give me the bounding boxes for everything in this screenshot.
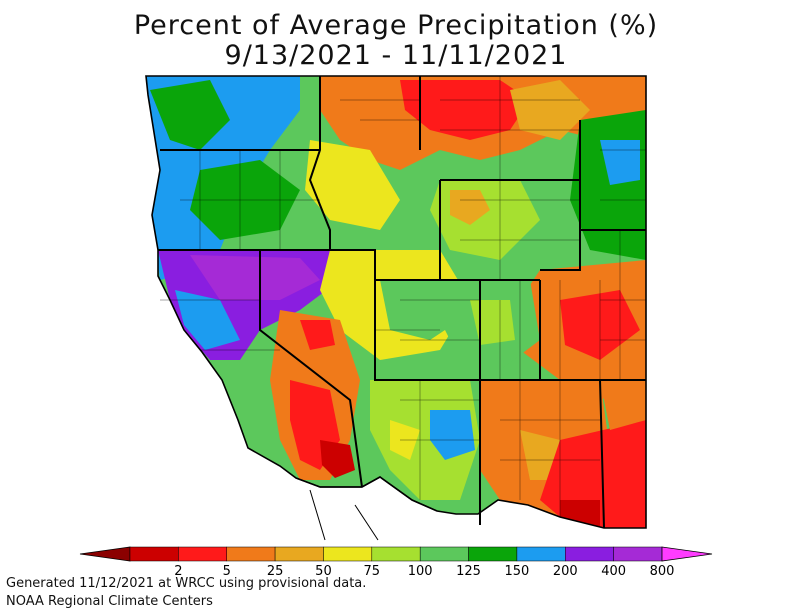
legend-bin-1 bbox=[129, 546, 179, 562]
color-legend bbox=[79, 546, 713, 562]
legend-bin-10 bbox=[565, 546, 614, 562]
legend-label-5: 100 bbox=[408, 564, 433, 579]
map-date-range: 9/13/2021 - 11/11/2021 bbox=[224, 40, 568, 71]
legend-labels: 2 5 25 50 75 100 125 150 200 400 800 bbox=[174, 564, 674, 579]
footer-source: NOAA Regional Climate Centers bbox=[6, 594, 213, 609]
state-borders bbox=[158, 76, 646, 529]
legend-label-2: 25 bbox=[267, 564, 284, 579]
legend-bin-0 bbox=[79, 546, 131, 562]
legend-bin-4 bbox=[274, 546, 324, 562]
legend-bin-7 bbox=[419, 546, 469, 562]
county-lines bbox=[160, 76, 646, 517]
precip-fill-layer bbox=[146, 76, 646, 528]
legend-label-6: 125 bbox=[456, 564, 481, 579]
legend-label-7: 150 bbox=[504, 564, 529, 579]
legend-bin-12 bbox=[661, 546, 713, 562]
legend-bin-11 bbox=[613, 546, 663, 562]
legend-label-1: 5 bbox=[223, 564, 231, 579]
legend-label-0: 2 bbox=[174, 564, 182, 579]
legend-label-10: 800 bbox=[650, 564, 675, 579]
legend-bin-9 bbox=[516, 546, 566, 562]
legend-label-9: 400 bbox=[601, 564, 626, 579]
map-title: Percent of Average Precipitation (%) bbox=[133, 10, 659, 41]
legend-bin-5 bbox=[323, 546, 373, 562]
legend-label-3: 50 bbox=[315, 564, 332, 579]
legend-bin-6 bbox=[371, 546, 421, 562]
footer-generated-note: Generated 11/12/2021 at WRCC using provi… bbox=[6, 576, 367, 591]
legend-label-4: 75 bbox=[364, 564, 381, 579]
legend-bin-8 bbox=[468, 546, 518, 562]
legend-bin-3 bbox=[226, 546, 276, 562]
legend-bin-2 bbox=[178, 546, 227, 562]
legend-label-8: 200 bbox=[553, 564, 578, 579]
